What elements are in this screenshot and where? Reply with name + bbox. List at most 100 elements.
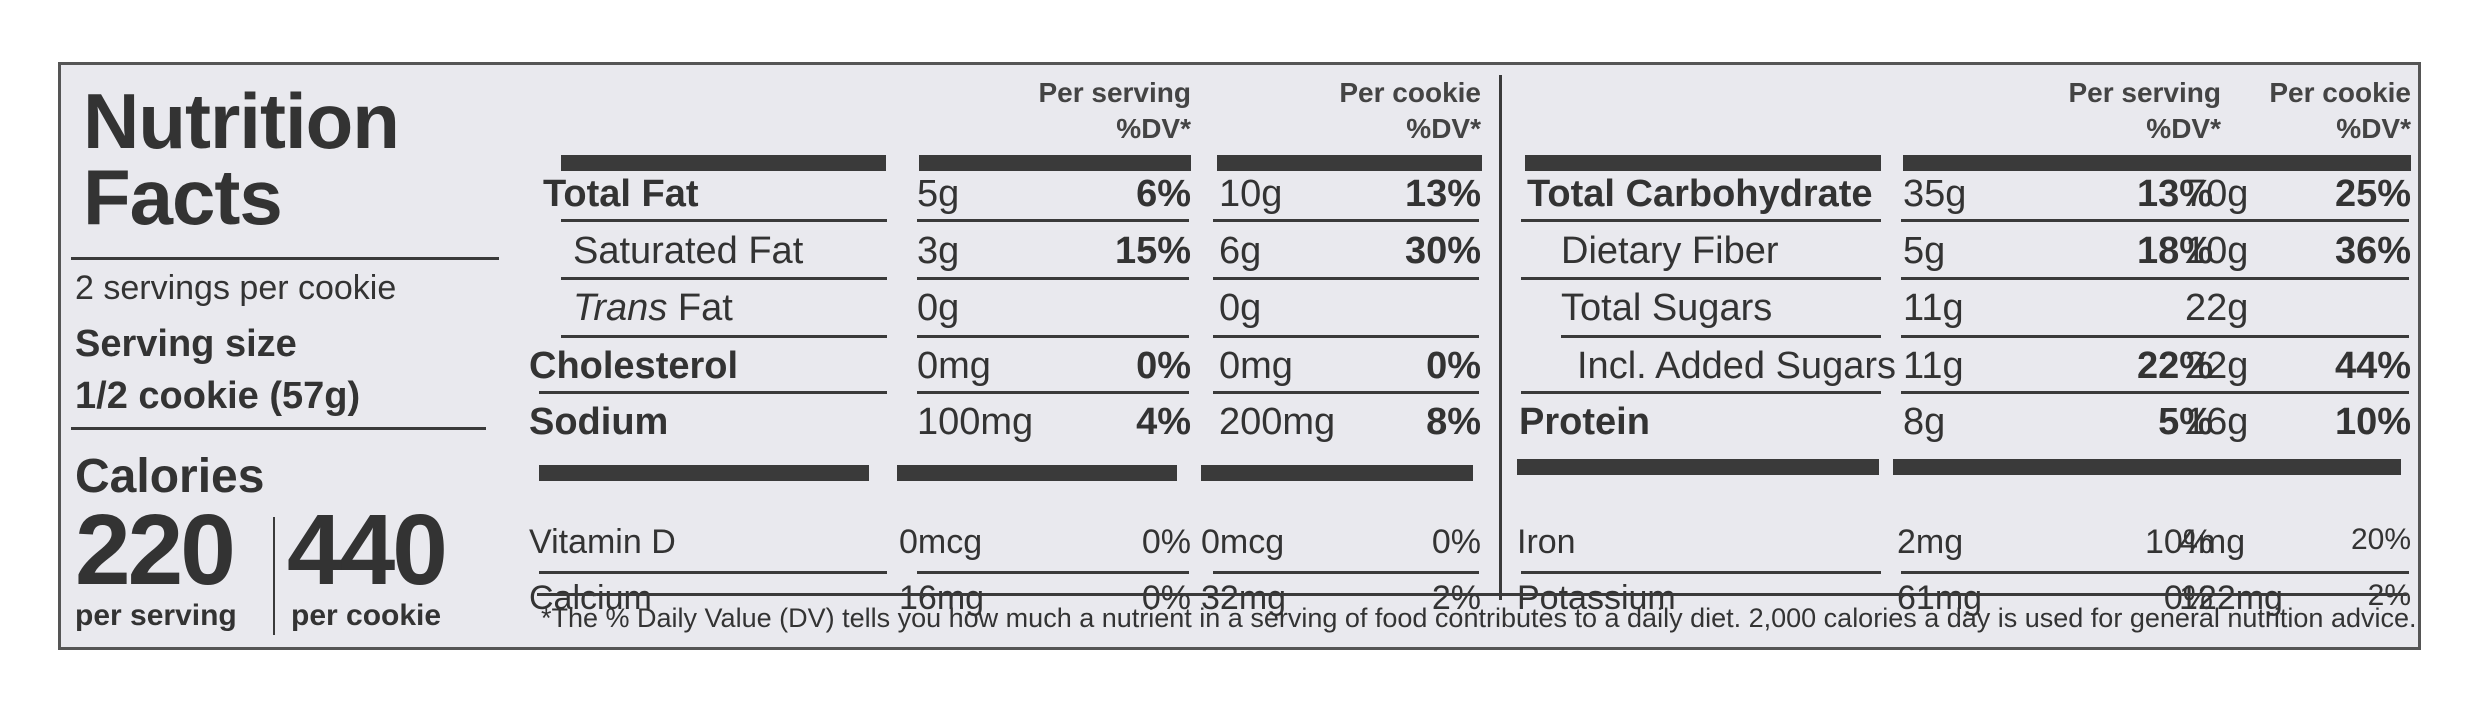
divider xyxy=(71,257,499,260)
row-divider xyxy=(1213,277,1479,280)
row-divider xyxy=(1213,219,1479,222)
thick-bar xyxy=(1201,465,1473,481)
per-serving-dv: 4% xyxy=(1136,401,1191,443)
footnote: *The % Daily Value (DV) tells you how mu… xyxy=(541,603,2417,633)
thick-bar xyxy=(1893,459,2211,475)
per-serving-amount: 16mg xyxy=(899,579,985,617)
per-serving-amount: 2mg xyxy=(1897,523,1964,561)
per-cookie-dv: 2% xyxy=(1431,579,1481,617)
row-divider xyxy=(917,335,1189,338)
header-per-serving-text: Per serving xyxy=(1038,77,1191,108)
header-per-cookie-text: Per cookie xyxy=(1339,77,1481,108)
header-per-serving: Per serving %DV* xyxy=(901,75,1191,147)
column-divider xyxy=(1499,75,1502,600)
row-divider xyxy=(1521,391,1881,394)
row-divider xyxy=(539,391,887,394)
nutrient-name-rest: Fat xyxy=(667,287,733,329)
row-divider xyxy=(1901,571,2213,574)
per-serving-amount: 8g xyxy=(1903,401,1946,443)
header-per-cookie-text: Per cookie xyxy=(2269,77,2411,108)
per-serving-amount: 11g xyxy=(1903,287,1964,329)
per-cookie-amount: 10g xyxy=(2185,230,2249,272)
per-serving-dv: 15% xyxy=(1114,230,1191,272)
per-serving-dv: 5% xyxy=(2158,401,2213,443)
serving-size-label: Serving size xyxy=(75,323,297,365)
row-divider xyxy=(2177,277,2409,280)
per-serving-dv: 0% xyxy=(1141,579,1191,617)
thick-bar xyxy=(1517,459,1879,475)
row-divider xyxy=(1213,571,1479,574)
per-cookie-amount: 0mcg xyxy=(1201,523,1285,561)
row-divider xyxy=(1901,277,2213,280)
nutrient-name: Total Sugars xyxy=(1561,287,1773,329)
per-cookie-dv: 20% xyxy=(2350,523,2411,556)
per-serving-dv: 22% xyxy=(2136,345,2213,387)
per-cookie-amount: 70g xyxy=(2185,173,2249,215)
header-per-cookie-right: Per cookie %DV* xyxy=(2061,75,2411,147)
row-divider xyxy=(1901,219,2213,222)
per-serving-dv: 6% xyxy=(1136,173,1191,215)
thick-bar xyxy=(897,465,1177,481)
row-divider xyxy=(1213,335,1479,338)
row-divider xyxy=(1521,277,1881,280)
header-per-cookie: Per cookie %DV* xyxy=(1151,75,1481,147)
row-divider xyxy=(917,571,1189,574)
per-cookie-dv: 10% xyxy=(2334,401,2411,443)
nutrient-name: Total Fat xyxy=(543,173,699,215)
nutrition-facts-label: Nutrition Facts 2 servings per cookie Se… xyxy=(58,62,2421,650)
row-divider xyxy=(1901,391,2213,394)
per-cookie-amount: 22g xyxy=(2185,345,2249,387)
nutrient-name: Dietary Fiber xyxy=(1561,230,1779,272)
divider xyxy=(71,427,486,430)
per-cookie-amount: 32mg xyxy=(1201,579,1287,617)
calories-per-serving: 220 xyxy=(75,494,236,606)
thick-bar xyxy=(561,155,886,171)
row-divider xyxy=(2177,219,2409,222)
per-serving-amount: 3g xyxy=(917,230,960,272)
nutrient-name: Trans Fat xyxy=(573,287,733,330)
row-divider xyxy=(2177,571,2409,574)
per-cookie-dv: 8% xyxy=(1426,401,1481,443)
row-divider xyxy=(561,335,887,338)
nutrient-name: Protein xyxy=(1519,401,1650,443)
per-cookie-caption: per cookie xyxy=(291,599,442,632)
per-cookie-dv: 25% xyxy=(2334,173,2411,215)
per-cookie-amount: 6g xyxy=(1219,230,1262,272)
nutrient-name: Incl. Added Sugars xyxy=(1577,345,1896,387)
per-serving-amount: 5g xyxy=(1903,230,1946,272)
per-cookie-dv: 0% xyxy=(1426,345,1481,387)
servings-per-container: 2 servings per cookie xyxy=(75,269,397,307)
per-cookie-amount: 0g xyxy=(1219,287,1262,329)
footnote-divider xyxy=(537,593,2407,596)
per-cookie-amount: 22g xyxy=(2185,287,2249,329)
per-serving-amount: 35g xyxy=(1903,173,1967,215)
header-dv-text: %DV* xyxy=(1406,113,1481,144)
per-serving-dv: 10% xyxy=(2144,523,2213,561)
nutrient-name: Vitamin D xyxy=(529,523,676,561)
title-nutrition: Nutrition xyxy=(83,77,400,165)
per-serving-amount: 11g xyxy=(1903,345,1964,387)
row-divider xyxy=(1213,391,1479,394)
title-facts: Facts xyxy=(83,153,283,241)
nutrient-name: Potassium xyxy=(1517,579,1676,617)
per-cookie-dv: 30% xyxy=(1404,230,1481,272)
per-cookie-amount: 16g xyxy=(2185,401,2249,443)
per-cookie-amount: 0mg xyxy=(1219,345,1293,387)
per-serving-amount: 0mg xyxy=(917,345,991,387)
per-cookie-amount: 4mg xyxy=(2179,523,2246,561)
nutrient-name: Saturated Fat xyxy=(573,230,804,272)
per-cookie-amount: 200mg xyxy=(1219,401,1336,443)
per-serving-dv: 13% xyxy=(2136,173,2213,215)
row-divider xyxy=(1901,335,2213,338)
per-cookie-dv: 0% xyxy=(1431,523,1481,561)
per-cookie-dv: 13% xyxy=(1404,173,1481,215)
calories-per-cookie: 440 xyxy=(287,494,448,606)
nutrient-name: Cholesterol xyxy=(529,345,739,387)
header-per-serving-text: Per serving xyxy=(2068,77,2221,108)
per-cookie-amount: 10g xyxy=(1219,173,1283,215)
nutrient-name: Calcium xyxy=(529,579,652,617)
nutrient-name: Iron xyxy=(1517,523,1576,561)
per-serving-dv: 0% xyxy=(1141,523,1191,561)
header-per-serving-right: Per serving %DV* xyxy=(1931,75,2221,147)
calories-divider xyxy=(273,517,275,635)
